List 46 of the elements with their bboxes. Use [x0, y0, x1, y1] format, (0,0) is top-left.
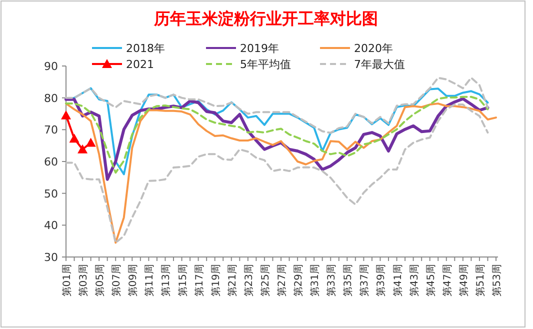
y-tick-label: 80	[44, 92, 58, 105]
x-tick-label: 第13周	[160, 264, 172, 297]
x-tick-label: 第53周	[491, 264, 503, 297]
x-tick-label: 第11周	[144, 264, 156, 297]
x-tick-label: 第43周	[408, 264, 420, 297]
y-tick-label: 30	[44, 251, 58, 264]
y-tick-label: 70	[44, 124, 58, 137]
legend-label: 2019年	[240, 42, 279, 55]
point	[69, 134, 80, 143]
x-tick-label: 第29周	[292, 264, 305, 297]
legend-label: 2020年	[354, 42, 393, 55]
x-tick-label: 第27周	[276, 264, 288, 297]
x-tick-label: 第17周	[193, 264, 206, 297]
x-tick-label: 第37周	[358, 264, 371, 297]
chart-title: 历年玉米淀粉行业开工率对比图	[153, 9, 378, 28]
x-tick-label: 第49周	[458, 264, 470, 297]
x-tick-label: 第09周	[127, 264, 140, 297]
x-tick-label: 第35周	[342, 264, 354, 297]
y-tick-label: 90	[44, 60, 58, 73]
x-tick-label: 第23周	[242, 264, 255, 297]
x-tick-label: 第31周	[309, 264, 322, 297]
x-tick-label: 第25周	[259, 264, 272, 297]
line-series	[65, 76, 489, 134]
legend-label: 2018年	[126, 42, 165, 55]
point	[61, 110, 71, 120]
point	[86, 138, 96, 147]
x-tick-label: 第01周	[61, 264, 73, 297]
x-tick-label: 第51周	[474, 264, 486, 297]
legend-label: 2021	[126, 58, 154, 71]
x-tick-label: 第45周	[424, 264, 437, 297]
y-tick-label: 40	[44, 219, 58, 232]
point	[78, 144, 88, 154]
legend-label: 7年最大值	[354, 58, 405, 71]
x-tick-label: 第03周	[78, 264, 90, 297]
x-tick-label: 第15周	[176, 264, 189, 297]
y-tick-label: 60	[44, 156, 58, 168]
x-tick-label: 第33周	[326, 264, 338, 297]
x-tick-label: 第39周	[375, 264, 388, 297]
x-tick-label: 第19周	[210, 264, 222, 297]
legend-label: 5年平均值	[240, 58, 291, 71]
x-tick-label: 第05周	[94, 264, 106, 297]
x-tick-label: 第47周	[441, 264, 454, 297]
x-tick-label: 第41周	[392, 264, 404, 297]
x-tick-label: 第07周	[110, 264, 123, 297]
y-tick-label: 50	[44, 187, 58, 200]
x-tick-label: 第21周	[226, 264, 238, 297]
